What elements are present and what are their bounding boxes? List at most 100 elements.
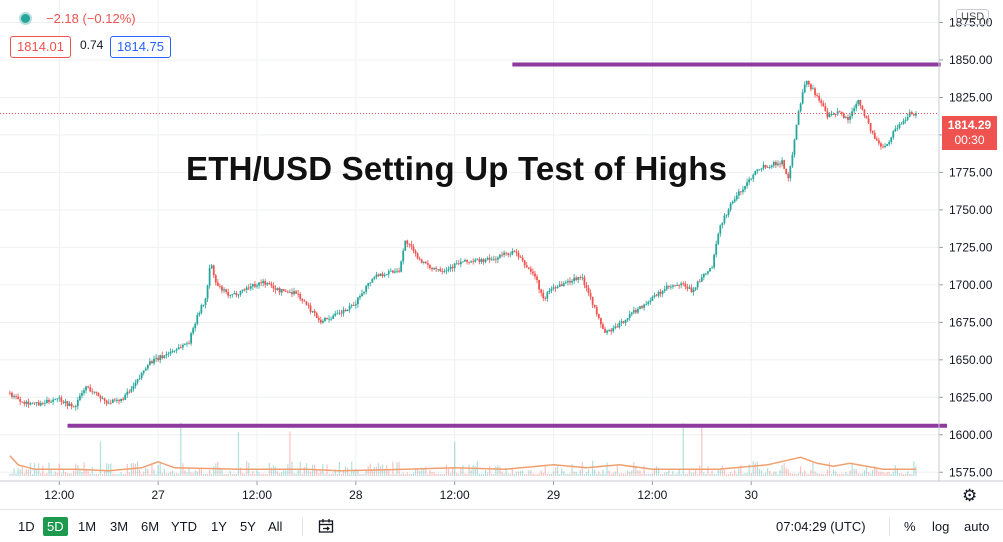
volume-bar (721, 465, 723, 476)
timeframe-1m-button[interactable]: 1M (78, 519, 97, 534)
candle-body (387, 271, 390, 275)
candle-body (750, 178, 753, 180)
volume-bar (408, 473, 410, 476)
candle-body (746, 182, 748, 187)
volume-bar (13, 468, 15, 476)
timeframe-5y-button[interactable]: 5Y (240, 519, 256, 534)
candle-body (538, 279, 541, 290)
time-tick-label: 12:00 (242, 488, 272, 502)
candle-body (472, 261, 475, 263)
candle-body (799, 103, 802, 112)
volume-bar (499, 466, 501, 476)
volume-bar (818, 473, 820, 476)
candle-body (519, 256, 522, 258)
candle-body (424, 261, 427, 264)
candle-body (165, 354, 168, 356)
candle-body (890, 137, 893, 142)
candle-body (869, 123, 872, 131)
volume-bar (373, 467, 375, 476)
candle-body (641, 306, 643, 308)
volume-bar (264, 474, 266, 476)
volume-bar (433, 472, 435, 476)
candle-body (420, 259, 423, 263)
candle-body (99, 396, 102, 399)
currency-badge[interactable]: USD (956, 9, 990, 25)
market-status-icon (19, 12, 32, 25)
ask-price-button[interactable]: 1814.75 (110, 36, 171, 58)
candle-body (122, 398, 125, 400)
timeframe-3m-button[interactable]: 3M (110, 519, 129, 534)
timeframe-6m-button[interactable]: 6M (141, 519, 160, 534)
volume-bar (239, 467, 242, 476)
candle-body (805, 81, 808, 85)
volume-bar (528, 470, 530, 476)
candle-body (177, 347, 180, 350)
timeframe-1d-button[interactable]: 1D (18, 519, 35, 534)
bid-price-button[interactable]: 1814.01 (10, 36, 71, 58)
candle-body (412, 246, 415, 251)
time-tick-label: 28 (349, 488, 363, 502)
volume-bar (106, 463, 108, 476)
candle-body (645, 303, 648, 305)
price-axis[interactable]: 1575.00 1600.00 1625.00 1650.00 1675.00 1700.… (938, 0, 993, 481)
volume-bar (472, 464, 474, 476)
candle-body (552, 287, 555, 289)
volume-bar (454, 441, 456, 476)
candle-body (348, 305, 351, 310)
volume-bar (116, 474, 118, 476)
candle-body (583, 277, 586, 286)
volume-bar (894, 465, 896, 476)
volume-bar (559, 473, 561, 476)
candle-body (573, 277, 576, 281)
candle-body (505, 252, 508, 254)
volume-bar (297, 469, 299, 476)
volume-bar (71, 473, 73, 476)
volume-bar (748, 464, 750, 476)
auto-scale-toggle[interactable]: auto (964, 519, 990, 534)
timeframe-1y-button[interactable]: 1Y (211, 519, 227, 534)
settings-gear-icon[interactable]: ⚙ (962, 486, 978, 505)
volume-bar (31, 473, 34, 476)
volume-bar (882, 472, 884, 476)
utc-clock[interactable]: 07:04:29 (UTC) (776, 519, 866, 534)
timeframe-ytd-button[interactable]: YTD (171, 519, 197, 534)
candle-body (136, 379, 139, 383)
candle-body (134, 382, 137, 386)
date-range-icon[interactable] (318, 518, 334, 534)
candle-body (225, 289, 228, 292)
candle-body (661, 291, 664, 294)
volume-bar (758, 468, 761, 476)
candle-body (591, 297, 594, 305)
candle-body (877, 140, 880, 144)
volume-bar (423, 468, 425, 476)
percent-scale-toggle[interactable]: % (904, 519, 916, 534)
volume-bar (645, 473, 647, 476)
candle-body (140, 372, 143, 379)
timeframe-5d-button[interactable]: 5D (43, 517, 68, 536)
volume-bar (674, 473, 676, 476)
volume-bar (270, 467, 273, 476)
candle-body (101, 398, 104, 400)
candle-body (729, 203, 732, 210)
candle-body (733, 199, 736, 202)
volume-bar (161, 472, 163, 476)
volume-bar (633, 462, 635, 476)
volume-bar (365, 470, 367, 476)
candle-body (223, 289, 225, 291)
candle-body (35, 402, 38, 403)
candle-body (159, 355, 162, 361)
candle-body (632, 310, 635, 313)
timeframe-all-button[interactable]: All (268, 519, 283, 534)
volume-bar (814, 471, 816, 476)
volume-bar (359, 473, 361, 476)
time-axis[interactable]: 12:00 27 12:00 28 12:00 29 12:00 30 (0, 480, 1003, 502)
log-scale-toggle[interactable]: log (932, 519, 950, 534)
candle-body (783, 160, 786, 169)
volume-bar (583, 473, 586, 476)
volume-bar (830, 473, 833, 476)
candle-body (17, 396, 20, 400)
candle-body (114, 399, 116, 401)
candle-body (544, 298, 547, 299)
candle-body (567, 280, 569, 283)
